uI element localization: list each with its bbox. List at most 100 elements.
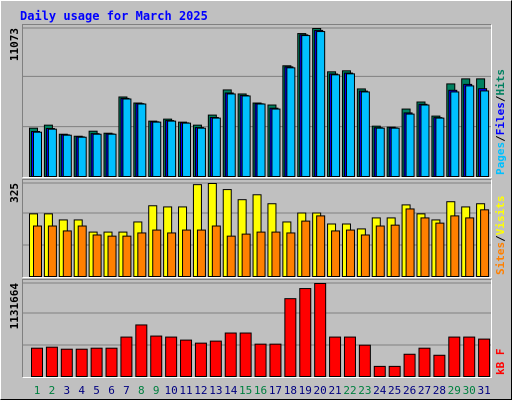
bar: [62, 230, 72, 278]
x-tick-label: 15: [239, 384, 252, 397]
legend-entry: Sites: [494, 242, 507, 275]
bar: [375, 225, 385, 277]
bar: [122, 235, 132, 277]
x-tick-label: 12: [194, 384, 207, 397]
bar: [152, 121, 162, 177]
x-tick-label: 26: [403, 384, 416, 397]
bar: [135, 324, 148, 377]
bar: [301, 220, 311, 278]
bar: [196, 127, 206, 178]
bar: [180, 339, 193, 378]
bar: [239, 332, 252, 377]
bar: [405, 113, 415, 177]
bar: [433, 354, 446, 377]
x-tick-label: 4: [78, 384, 85, 397]
bar: [420, 104, 430, 177]
bar: [33, 131, 42, 178]
x-tick-label: 10: [165, 384, 178, 397]
x-tick-label: 21: [328, 384, 341, 397]
bevel: [22, 279, 492, 378]
bar: [107, 235, 117, 277]
y-tick-label: 1131664: [8, 283, 21, 330]
x-tick-label: 14: [224, 384, 238, 397]
x-tick-label: 5: [93, 384, 100, 397]
bar: [224, 332, 237, 377]
bar: [299, 288, 312, 378]
bevel: [22, 179, 492, 278]
legend-separator: /: [494, 95, 507, 102]
bar: [122, 98, 132, 177]
bar: [435, 117, 445, 177]
bar: [152, 229, 162, 277]
bar: [211, 225, 221, 277]
bar: [120, 336, 133, 377]
x-tick-label: 24: [373, 384, 387, 397]
bar: [403, 353, 416, 377]
x-tick-label: 8: [138, 384, 145, 397]
x-tick-label: 7: [123, 384, 130, 397]
bar: [75, 348, 88, 378]
x-tick-label: 6: [108, 384, 115, 397]
chart-title: Daily usage for March 2025: [20, 9, 208, 23]
legend: kB F: [494, 349, 507, 376]
bevel: [22, 279, 492, 378]
x-tick-label: 25: [388, 384, 401, 397]
bar: [373, 365, 386, 377]
bar: [331, 230, 341, 278]
bar: [301, 35, 311, 177]
x-tick-label: 3: [63, 384, 70, 397]
x-tick-label: 17: [269, 384, 282, 397]
bar: [418, 347, 431, 378]
bar: [269, 343, 282, 377]
bar: [390, 127, 400, 178]
bar: [286, 232, 296, 278]
bar: [31, 347, 43, 378]
bevel: [22, 179, 492, 278]
bar: [137, 103, 147, 177]
bar: [331, 74, 341, 177]
x-tick-label: 1: [34, 384, 41, 397]
legend-entry: kB F: [494, 349, 507, 376]
bar: [448, 336, 461, 377]
bar: [105, 347, 118, 378]
bar: [182, 229, 192, 277]
bar: [405, 208, 415, 277]
legend-entry: Pages: [494, 142, 507, 175]
bar: [345, 73, 355, 177]
x-tick-label: 22: [343, 384, 356, 397]
bar: [271, 108, 281, 177]
legend-separator: /: [494, 235, 507, 242]
x-tick-label: 27: [418, 384, 431, 397]
x-tick-label: 13: [209, 384, 222, 397]
bar: [314, 283, 327, 377]
bar: [480, 90, 490, 177]
x-tick-label: 16: [254, 384, 267, 397]
bar: [360, 234, 370, 277]
bar: [167, 120, 177, 178]
bar: [150, 335, 163, 378]
bar: [256, 103, 266, 177]
bar: [358, 344, 371, 377]
bar: [209, 340, 222, 378]
bar: [182, 122, 192, 177]
x-tick-label: 20: [314, 384, 327, 397]
bar: [254, 343, 267, 377]
bevel: [22, 24, 492, 178]
y-tick-label: 325: [8, 183, 21, 203]
bar: [360, 91, 370, 177]
bar: [90, 347, 103, 378]
bar: [375, 127, 385, 178]
bar: [47, 225, 57, 277]
y-tick-label: 11073: [8, 28, 21, 61]
bar: [284, 298, 297, 377]
bar: [77, 136, 87, 177]
bar: [316, 215, 326, 277]
bar: [420, 217, 430, 277]
bar: [450, 91, 460, 177]
legend: Sites/Visits: [494, 196, 507, 276]
x-tick-label: 11: [179, 384, 192, 397]
bar: [77, 225, 87, 277]
x-tick-label: 18: [284, 384, 297, 397]
legend-entry: Files: [494, 102, 507, 135]
